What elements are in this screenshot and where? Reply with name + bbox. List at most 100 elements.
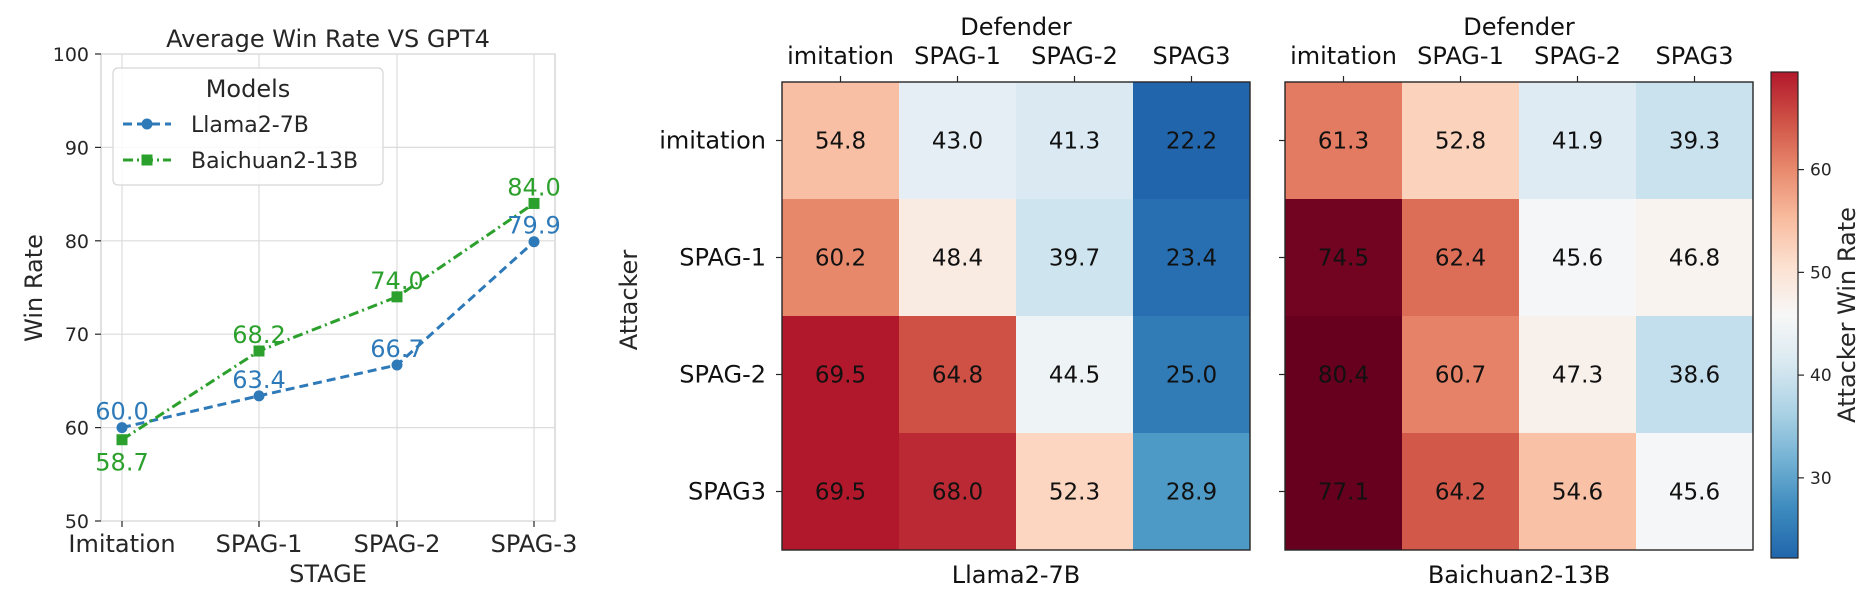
defender-label: Defender bbox=[960, 13, 1072, 41]
heatmap-cell-label: 45.6 bbox=[1669, 480, 1720, 506]
heatmap-cell bbox=[899, 82, 1016, 199]
legend-marker-baichuan bbox=[141, 154, 153, 166]
col-tick-label: SPAG-1 bbox=[914, 42, 1001, 70]
data-point bbox=[253, 345, 265, 357]
data-label: 79.9 bbox=[507, 212, 560, 240]
heatmap-cell bbox=[1285, 316, 1402, 433]
heatmap-cell-label: 60.2 bbox=[815, 246, 866, 272]
heatmap-cell bbox=[1402, 82, 1519, 199]
heatmap-cell-label: 52.3 bbox=[1049, 480, 1100, 506]
data-label: 66.7 bbox=[370, 335, 423, 363]
heatmap-cell bbox=[1519, 433, 1636, 550]
heatmap-cell bbox=[1285, 82, 1402, 199]
line-y-axis-label: Win Rate bbox=[20, 234, 48, 342]
col-tick-label: SPAG3 bbox=[1152, 42, 1230, 70]
colorbar-label: Attacker Win Rate bbox=[1833, 207, 1861, 423]
y-tick-label: 100 bbox=[53, 44, 89, 66]
heatmap-cell-label: 52.8 bbox=[1435, 129, 1486, 155]
heatmap-cell bbox=[899, 316, 1016, 433]
data-point bbox=[391, 291, 403, 303]
heatmap-cell-label: 38.6 bbox=[1669, 363, 1720, 389]
data-label: 74.0 bbox=[370, 267, 423, 295]
heatmap-cell bbox=[1016, 82, 1133, 199]
heatmap-title: Baichuan2-13B bbox=[1428, 561, 1610, 589]
heatmap-cell-label: 60.7 bbox=[1435, 363, 1486, 389]
data-point bbox=[116, 422, 128, 434]
col-tick-label: SPAG3 bbox=[1655, 42, 1733, 70]
heatmap-cell bbox=[1133, 199, 1250, 316]
heatmap-cell-label: 61.3 bbox=[1318, 129, 1369, 155]
heatmap-cell-label: 46.8 bbox=[1669, 246, 1720, 272]
x-tick-label: SPAG-2 bbox=[354, 530, 441, 558]
heatmap-cell bbox=[782, 82, 899, 199]
series-line-baichuan2-13b bbox=[121, 202, 535, 442]
heatmap-cell-label: 64.8 bbox=[932, 363, 983, 389]
heatmap-cell bbox=[899, 433, 1016, 550]
heatmap-baichuan2-13b: 61.3 52.8 41.9 39.3 74.5 62.4 45.6 46.8 80.4 60.7… bbox=[1279, 13, 1754, 589]
heatmap-frame bbox=[1284, 81, 1754, 551]
heatmap-cell bbox=[899, 199, 1016, 316]
heatmap-cell bbox=[1636, 433, 1753, 550]
x-tick-label: SPAG-3 bbox=[491, 530, 578, 558]
data-label: 68.2 bbox=[232, 321, 285, 349]
data-point bbox=[116, 434, 128, 446]
row-tick-label: imitation bbox=[659, 127, 766, 155]
row-tick-label: SPAG-2 bbox=[679, 361, 766, 389]
data-label: 63.4 bbox=[232, 366, 285, 394]
line-x-ticks: Imitation SPAG-1 SPAG-2 SPAG-3 bbox=[68, 521, 577, 558]
row-tick-label: SPAG-1 bbox=[679, 244, 766, 272]
data-label: 84.0 bbox=[507, 173, 560, 201]
row-tick-label: SPAG3 bbox=[688, 478, 766, 506]
colorbar: 30 40 50 60 Attacker Win Rate bbox=[1770, 71, 1861, 559]
heatmap-cell-label: 44.5 bbox=[1049, 363, 1100, 389]
heatmap-cell bbox=[1016, 433, 1133, 550]
defender-label: Defender bbox=[1463, 13, 1575, 41]
heatmap-cell-label: 45.6 bbox=[1552, 246, 1603, 272]
heatmap-cell-label: 69.5 bbox=[815, 363, 866, 389]
line-chart-title: Average Win Rate VS GPT4 bbox=[166, 25, 490, 53]
heatmap-cell-label: 80.4 bbox=[1318, 363, 1369, 389]
col-tick-label: SPAG-1 bbox=[1417, 42, 1504, 70]
heatmap-cell bbox=[1519, 82, 1636, 199]
legend-label-llama: Llama2-7B bbox=[191, 113, 309, 138]
legend-title: Models bbox=[206, 75, 291, 103]
data-point bbox=[528, 236, 540, 248]
heatmap-llama2-7b: 54.8 43.0 41.3 22.2 60.2 48.4 39.7 23.4 69.5 64.8… bbox=[659, 13, 1251, 589]
heatmap-cell bbox=[782, 433, 899, 550]
data-label: 58.7 bbox=[95, 449, 148, 477]
heatmaps: 54.8 43.0 41.3 22.2 60.2 48.4 39.7 23.4 69.5 64.8… bbox=[659, 13, 1754, 589]
colorbar-tick-label: 30 bbox=[1810, 469, 1832, 489]
heatmap-cell-label: 39.3 bbox=[1669, 129, 1720, 155]
heatmap-cell bbox=[1133, 433, 1250, 550]
y-tick-label: 80 bbox=[65, 231, 89, 253]
colorbar-tick-label: 60 bbox=[1810, 161, 1832, 181]
heatmap-cell bbox=[1636, 199, 1753, 316]
heatmap-cell-label: 48.4 bbox=[932, 246, 983, 272]
heatmap-cell-label: 54.6 bbox=[1552, 480, 1603, 506]
series-line-llama2-7b bbox=[121, 240, 536, 430]
y-tick-label: 50 bbox=[65, 511, 89, 533]
col-tick-label: imitation bbox=[787, 42, 894, 70]
heatmap-cell-label: 64.2 bbox=[1435, 480, 1486, 506]
heatmap-cell bbox=[1285, 199, 1402, 316]
heatmap-cell-label: 74.5 bbox=[1318, 246, 1369, 272]
line-y-ticks: 50 60 70 80 90 100 bbox=[53, 44, 101, 533]
y-tick-label: 60 bbox=[65, 418, 89, 440]
y-tick-label: 70 bbox=[65, 324, 89, 346]
heatmap-title: Llama2-7B bbox=[952, 561, 1081, 589]
data-point bbox=[391, 359, 403, 371]
x-tick-label: Imitation bbox=[68, 530, 175, 558]
col-tick-label: imitation bbox=[1290, 42, 1397, 70]
heatmap-cell bbox=[1016, 199, 1133, 316]
heatmap-cell-label: 47.3 bbox=[1552, 363, 1603, 389]
data-point bbox=[528, 197, 540, 209]
heatmap-cell bbox=[1133, 316, 1250, 433]
heatmap-cell bbox=[1016, 316, 1133, 433]
line-x-axis-label: STAGE bbox=[289, 560, 367, 588]
heatmap-cell-label: 62.4 bbox=[1435, 246, 1486, 272]
heatmap-cell bbox=[1402, 433, 1519, 550]
heatmap-cell-label: 43.0 bbox=[932, 129, 983, 155]
heatmap-cell bbox=[1519, 199, 1636, 316]
heatmap-cell bbox=[1519, 316, 1636, 433]
